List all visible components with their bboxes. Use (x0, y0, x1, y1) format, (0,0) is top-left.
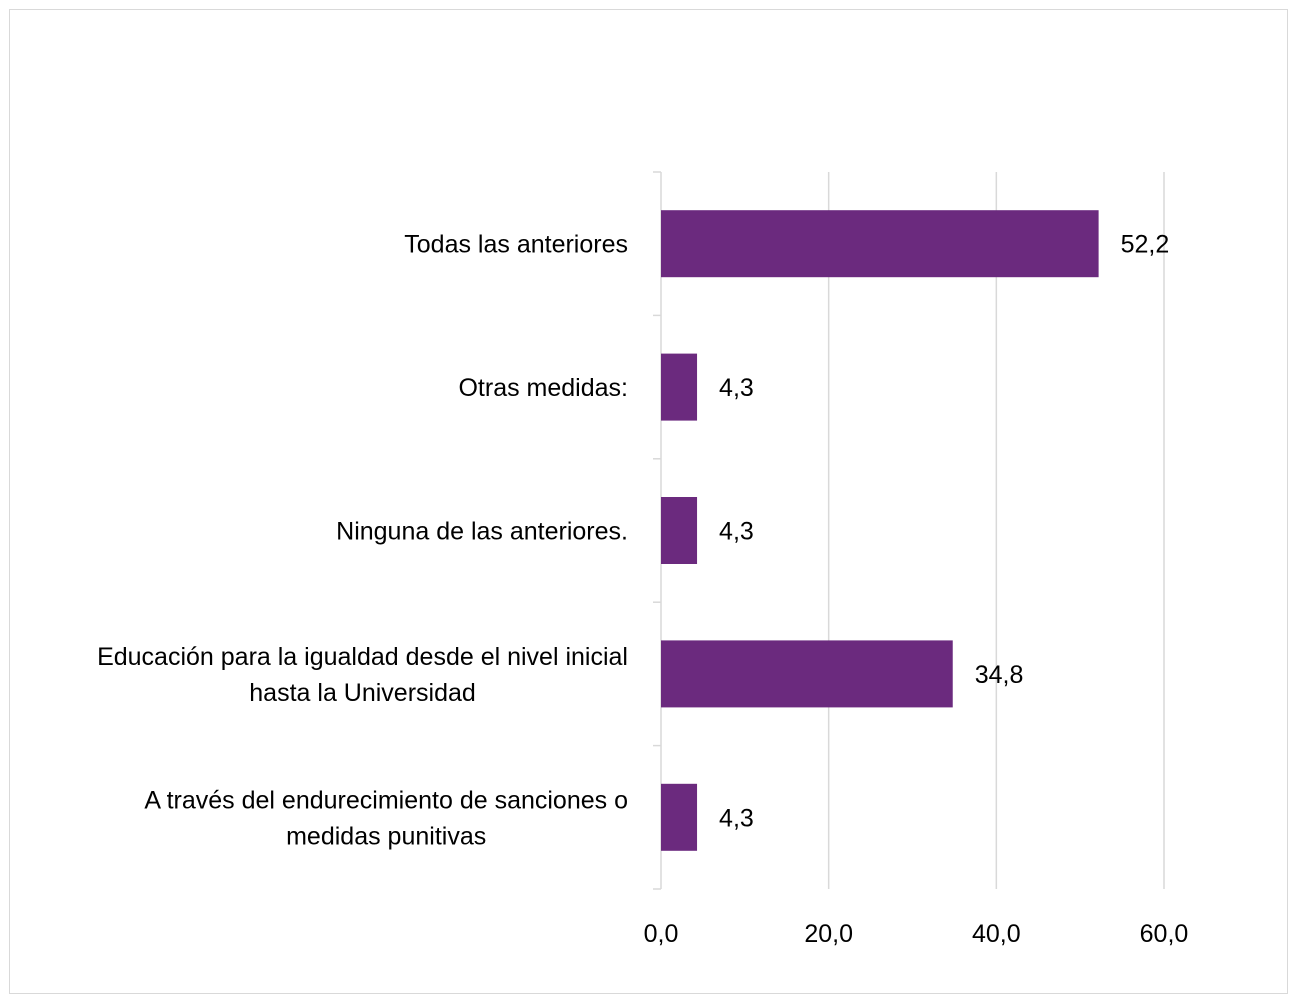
bar (661, 353, 698, 421)
data-label: 52,2 (1121, 231, 1170, 259)
data-label: 4,3 (719, 804, 754, 832)
category-label: Todas las anteriores (404, 231, 628, 259)
data-label: 4,3 (719, 518, 754, 546)
data-label: 4,3 (719, 374, 754, 402)
bar (661, 497, 698, 564)
category-axis (653, 171, 662, 890)
category-label: Educación para la igualdad desde el nive… (97, 643, 628, 671)
x-tick-label: 60,0 (1140, 920, 1189, 948)
data-label: 34,8 (975, 661, 1024, 689)
bar (661, 783, 698, 851)
category-label: hasta la Universidad (249, 679, 476, 707)
category-label: Otras medidas: (458, 374, 628, 402)
bar (661, 640, 953, 708)
category-labels: Todas las anteriores Otras medidas: Ningun… (97, 231, 628, 851)
data-labels: 52,2 4,3 4,3 34,8 4,3 (719, 231, 1169, 833)
category-label: A través del endurecimiento de sanciones… (144, 786, 628, 814)
bars (661, 210, 1099, 851)
x-tick-label: 20,0 (804, 920, 853, 948)
x-tick-label: 0,0 (644, 920, 679, 948)
gridlines (827, 172, 1165, 889)
bar (661, 210, 1099, 278)
category-label: Ninguna de las anteriores. (336, 518, 628, 546)
tick-labels: 0,0 20,0 40,0 60,0 (644, 920, 1189, 948)
chart-frame (9, 9, 1288, 994)
x-tick-label: 40,0 (972, 920, 1021, 948)
category-label: medidas punitivas (286, 822, 486, 850)
